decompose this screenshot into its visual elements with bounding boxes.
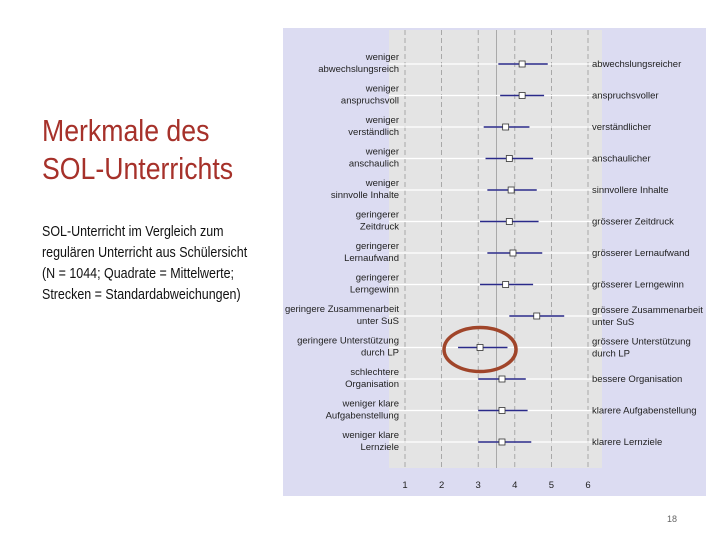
x-tick-label: 3 — [476, 480, 481, 491]
right-label: verständlicher — [592, 122, 651, 133]
left-label: unter SuS — [357, 316, 399, 327]
slide-subtitle: SOL-Unterricht im Vergleich zum reguläre… — [42, 222, 257, 306]
mean-marker — [502, 123, 510, 131]
page-number: 18 — [667, 514, 678, 524]
mean-marker — [507, 186, 515, 194]
mean-marker — [518, 60, 526, 68]
x-tick-label: 4 — [512, 480, 517, 491]
x-tick-label: 6 — [585, 480, 590, 491]
left-label: weniger — [365, 147, 399, 158]
mean-marker — [502, 281, 510, 288]
x-tick-label: 2 — [439, 480, 444, 491]
left-label: anschaulich — [349, 159, 399, 170]
right-label: grösserer Zeitdruck — [592, 217, 674, 228]
right-label: grösserer Lerngewinn — [592, 280, 684, 291]
mean-marker — [498, 407, 506, 414]
slide-title-line-2: SOL-Unterrichts — [42, 151, 234, 186]
right-label: anspruchsvoller — [592, 91, 659, 102]
left-label: geringerer — [356, 210, 399, 221]
x-tick-label: 5 — [549, 480, 554, 491]
left-label: geringerer — [356, 273, 399, 284]
left-label: weniger — [365, 115, 399, 126]
left-label: sinnvolle Inhalte — [331, 190, 399, 201]
left-label: anspruchsvoll — [341, 96, 399, 107]
right-label: durch LP — [592, 349, 630, 360]
slide-title-line-1: Merkmale des — [42, 113, 210, 148]
left-label: Organisation — [345, 379, 399, 390]
right-label: abwechslungsreicher — [592, 59, 681, 70]
left-label: weniger — [365, 52, 399, 63]
subtitle-line: SOL-Unterricht im Vergleich zum — [42, 224, 224, 240]
mean-marker — [498, 438, 506, 446]
left-label: schlechtere — [350, 367, 399, 378]
x-tick-label: 1 — [402, 480, 407, 491]
mean-marker — [518, 92, 526, 99]
mean-marker — [505, 155, 513, 162]
left-label: weniger — [365, 84, 399, 95]
plot-area — [389, 30, 602, 468]
left-label: Zeitdruck — [360, 222, 399, 233]
left-label: weniger klare — [342, 399, 400, 410]
left-label: durch LP — [361, 348, 399, 359]
subtitle-line: (N = 1044; Quadrate = Mittelwerte; — [42, 266, 234, 282]
right-label: anschaulicher — [592, 154, 651, 165]
right-label: grössere Zusammenarbeit — [592, 305, 703, 316]
subtitle-line: regulären Unterricht aus Schülersicht — [42, 245, 248, 261]
slide-title: Merkmale des SOL-Unterrichts — [42, 112, 240, 188]
mean-marker — [509, 249, 517, 257]
left-label: verständlich — [348, 127, 399, 138]
right-label: sinnvollere Inhalte — [592, 185, 669, 196]
left-label: geringerer — [356, 241, 399, 252]
left-label: geringere Zusammenarbeit — [285, 304, 399, 315]
mean-marker — [476, 344, 484, 351]
highlight-circle — [442, 325, 518, 374]
left-label: weniger klare — [342, 430, 400, 441]
left-label: abwechslungsreich — [318, 64, 399, 75]
right-label: grössere Unterstützung — [592, 337, 691, 348]
right-label: unter SuS — [592, 317, 634, 328]
right-label: bessere Organisation — [592, 374, 682, 385]
right-label: grösserer Lernaufwand — [592, 248, 690, 259]
left-label: Lernziele — [360, 442, 399, 453]
right-label: klarere Aufgabenstellung — [592, 406, 697, 417]
left-label: Lerngewinn — [350, 285, 399, 296]
mean-marker — [498, 375, 506, 383]
mean-marker — [505, 218, 513, 225]
left-label: geringere Unterstützung — [297, 336, 399, 347]
left-label: Aufgabenstellung — [326, 411, 399, 422]
right-label: klarere Lernziele — [592, 437, 662, 448]
mean-marker — [533, 312, 541, 320]
left-label: Lernaufwand — [344, 253, 399, 264]
left-label: weniger — [365, 178, 399, 189]
subtitle-line: Strecken = Standardabweichungen) — [42, 287, 241, 303]
